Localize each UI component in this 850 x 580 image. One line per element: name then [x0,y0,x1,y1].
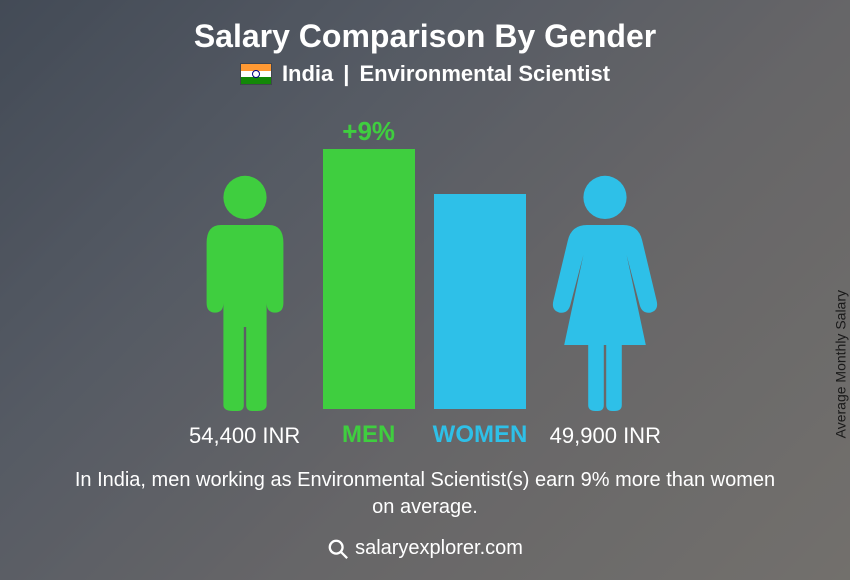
main-title: Salary Comparison By Gender [194,18,656,55]
footer: salaryexplorer.com [327,537,523,560]
man-icon [185,171,305,411]
woman-icon [545,171,665,411]
india-flag-icon [240,63,272,85]
footer-text: salaryexplorer.com [355,537,523,560]
percent-difference: +9% [342,116,395,147]
job-title-label: Environmental Scientist [359,61,610,87]
women-salary-value: 49,900 INR [550,423,661,449]
y-axis-label: Average Monthly Salary [832,290,848,438]
women-icon-column: 49,900 INR [545,171,665,449]
magnifier-icon [327,538,349,560]
women-bar-column: WOMEN [433,194,528,449]
women-bar [434,194,526,409]
separator: | [343,61,349,87]
summary-text: In India, men working as Environmental S… [65,467,785,521]
country-label: India [282,61,333,87]
men-salary-value: 54,400 INR [189,423,300,449]
women-label: WOMEN [433,421,528,449]
chart-area: 54,400 INR +9% MEN WOMEN 49,900 INR [30,107,820,449]
men-bar [323,149,415,409]
subtitle-row: India | Environmental Scientist [240,61,610,87]
infographic-container: Salary Comparison By Gender India | Envi… [0,0,850,580]
men-label: MEN [342,421,395,449]
men-icon-column: 54,400 INR [185,171,305,449]
men-bar-column: +9% MEN [323,116,415,449]
